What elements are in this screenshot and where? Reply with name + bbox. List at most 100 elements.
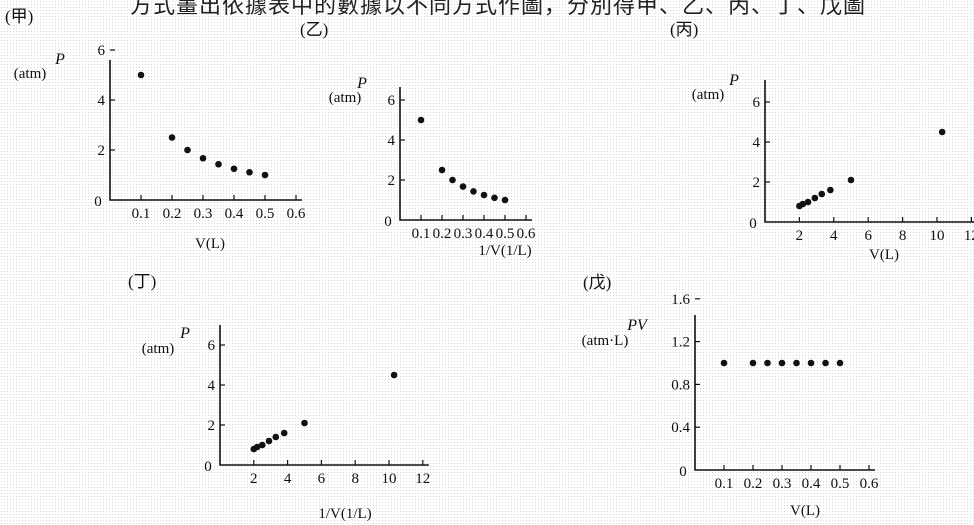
axis-lines [399, 87, 532, 221]
data-point [764, 359, 771, 367]
data-point [847, 176, 855, 184]
y-tick-label: 4 [98, 93, 106, 109]
x-tick-label: 0.5 [831, 476, 850, 492]
x-tick-label: 4 [284, 471, 292, 487]
y-tick-label: 6 [388, 93, 396, 109]
x-tick-label: 0.1 [715, 476, 734, 492]
x-tick-label: 0.3 [773, 476, 792, 492]
y-tick-label: 4 [753, 135, 761, 151]
data-point [818, 190, 826, 198]
x-tick-label: 0.6 [287, 206, 306, 222]
x-tick-label: 0.3 [454, 226, 473, 242]
x-tick-label: 0.1 [132, 206, 151, 222]
data-point [184, 146, 191, 154]
x-tick-label: 0.4 [475, 226, 494, 242]
data-point [230, 165, 238, 173]
y-axis-label: P [356, 75, 367, 92]
y-axis-unit: (atm) [14, 66, 46, 82]
data-point [272, 433, 280, 441]
data-point [720, 359, 728, 367]
y-tick-label: 0.4 [671, 420, 690, 436]
y-tick-label: 6 [98, 43, 106, 59]
y-axis-label: P [179, 325, 190, 342]
chart-panel-jia: (甲) P (atm) 0 2 4 6 0.1 0.2 0.3 0.4 0.5 0.6 V(L) [5, 7, 306, 252]
data-point [938, 128, 946, 136]
x-tick-label: 4 [830, 228, 838, 244]
panel-label: (戊) [583, 273, 611, 292]
y-tick-label: 6 [753, 95, 761, 111]
x-axis-label: 1/V(1/L) [478, 243, 531, 259]
x-tick-label: 0.2 [744, 476, 763, 492]
chart-panel-bing: (丙) P(atm) 0 2 4 6 2 4 6 8 10 12 V(L) [670, 20, 974, 263]
x-tick-label: 12 [415, 471, 430, 487]
x-tick-label: 0.4 [225, 206, 244, 222]
x-tick-label: 6 [864, 228, 872, 244]
axis-lines [694, 315, 875, 471]
x-tick-label: 0.2 [433, 226, 452, 242]
axis-lines [219, 325, 429, 466]
data-point [778, 359, 786, 367]
data-point [438, 166, 446, 174]
panel-label: (甲) [5, 7, 33, 26]
data-point [799, 200, 807, 208]
x-axis-label: V(L) [869, 247, 899, 263]
data-point [501, 196, 509, 204]
y-tick-label: 2 [208, 418, 216, 434]
data-point [836, 359, 844, 367]
data-point [807, 359, 815, 367]
data-point [258, 441, 266, 449]
data-point [390, 371, 398, 379]
x-tick-label: 0.6 [517, 226, 536, 242]
data-point [417, 116, 425, 124]
x-tick-label: 10 [382, 471, 397, 487]
y-tick-label: 2 [388, 173, 396, 189]
data-point [811, 194, 819, 202]
panel-label: (丙) [670, 20, 698, 39]
data-point [246, 168, 253, 176]
x-tick-label: 2 [250, 471, 257, 487]
data-point [137, 71, 145, 79]
x-axis-label: 1/V(1/L) [318, 506, 371, 522]
data-point [749, 359, 757, 367]
y-axis-unit: (atm·L) [582, 333, 629, 349]
data-point [459, 183, 467, 190]
x-tick-label: 12 [964, 228, 974, 244]
panel-label: (乙) [300, 20, 328, 39]
y-axis-unit: (atm) [142, 341, 174, 357]
y-axis-unit: (atm) [692, 87, 724, 103]
y-tick-label: 2 [753, 175, 761, 191]
y-axis-unit: (atm) [329, 90, 361, 106]
x-tick-label: 0.4 [802, 476, 821, 492]
x-tick-label: 6 [318, 471, 326, 487]
axis-lines [109, 60, 302, 201]
data-point [804, 198, 812, 206]
chart-panel-ding: (丁) P (atm) 0 2 4 6 2 4 6 8 10 12 1/V(1/L) [128, 272, 430, 522]
x-tick-label: 2 [796, 228, 804, 244]
data-point [261, 171, 269, 179]
data-point [449, 176, 456, 184]
y-tick-label: 4 [388, 133, 396, 149]
x-tick-label: 0.5 [496, 226, 515, 242]
origin-label: 0 [384, 214, 392, 230]
origin-label: 0 [94, 194, 102, 210]
y-axis-label: P [728, 72, 739, 89]
y-tick-label: 2 [98, 143, 106, 159]
y-axis-label: PV [626, 317, 649, 334]
x-tick-label: 0.5 [256, 206, 275, 222]
data-point [253, 443, 261, 451]
x-axis-label: V(L) [195, 236, 225, 252]
y-axis-label: P [54, 51, 65, 68]
data-point [280, 429, 288, 437]
data-point [215, 160, 222, 168]
chart-panel-yi: (乙) P(atm) 0 2 4 6 0.1 0.2 0.3 0.4 0.5 0.61/V(1/L) [300, 20, 536, 259]
panel-label: (丁) [128, 272, 156, 291]
data-point [301, 419, 308, 427]
x-tick-label: 0.6 [860, 476, 879, 492]
data-point [265, 437, 273, 445]
data-point [827, 186, 834, 194]
data-point [168, 134, 176, 141]
origin-label: 0 [749, 216, 757, 232]
origin-label: 0 [204, 459, 212, 475]
y-tick-label: 1.6 [671, 292, 690, 308]
x-tick-label: 0.2 [163, 206, 182, 222]
